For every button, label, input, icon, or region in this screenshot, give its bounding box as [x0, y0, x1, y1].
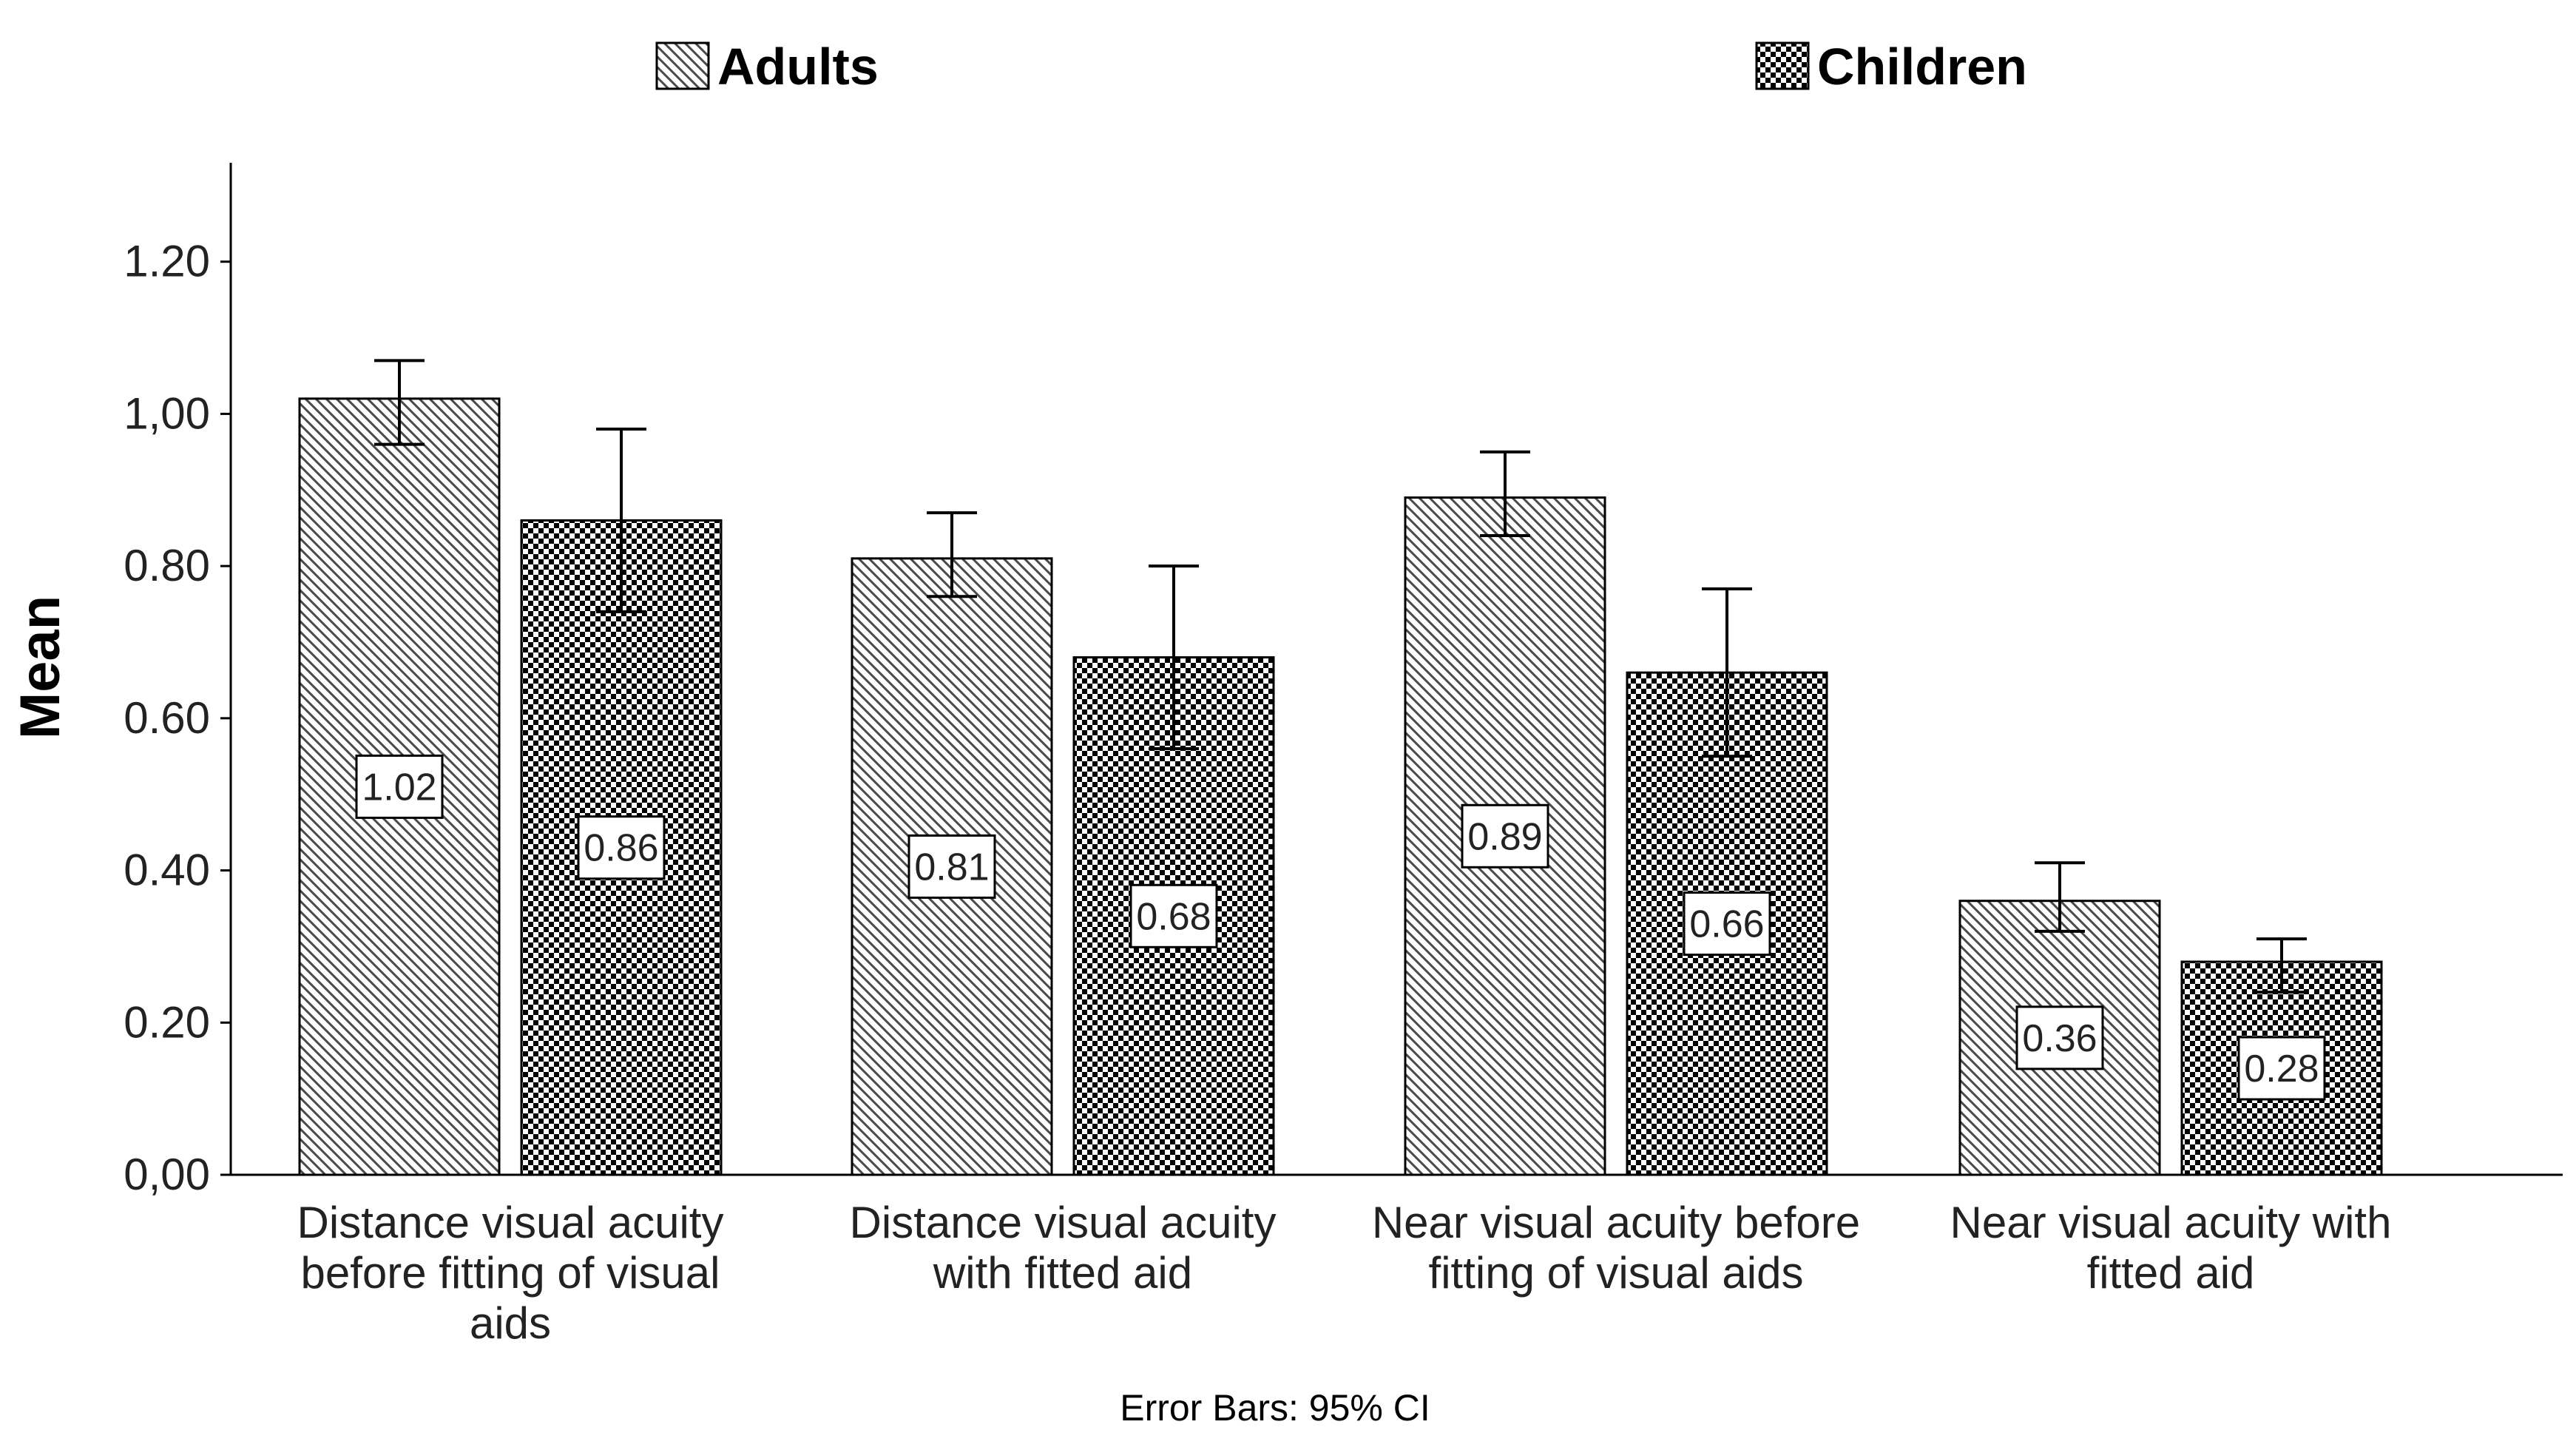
y-tick-label: 0.20 [124, 997, 210, 1047]
error-bar-adults-3 [1480, 450, 1530, 537]
x-tick-label-4: Near visual acuity with fitted aid [1950, 1198, 2392, 1298]
legend: Adults Children [655, 38, 2027, 95]
svg-text:0.36: 0.36 [2022, 1017, 2097, 1060]
axes: 0,00 0.20 0.40 0.60 0.80 1,00 1.20 [124, 163, 2563, 1199]
legend-label-children: Children [1817, 38, 2027, 95]
error-bars [374, 359, 2307, 994]
value-label-adults-1: 1.02 [355, 754, 444, 819]
y-tick-label: 0.40 [124, 846, 210, 895]
error-bar-adults-4 [2035, 861, 2085, 933]
bars [298, 397, 2383, 1176]
svg-text:0.66: 0.66 [1689, 903, 1764, 946]
legend-swatch-adults [655, 41, 710, 90]
value-label-children-1: 0.86 [577, 815, 666, 880]
value-label-adults-3: 0.89 [1461, 803, 1549, 869]
svg-text:0.28: 0.28 [2244, 1048, 2319, 1090]
error-bar-children-1 [596, 428, 646, 613]
value-label-children-3: 0.66 [1683, 891, 1771, 957]
legend-swatch-children [1755, 41, 1810, 90]
svg-text:0.86: 0.86 [584, 827, 658, 870]
value-label-adults-4: 0.36 [2015, 1005, 2104, 1070]
value-label-children-2: 0.68 [1129, 883, 1218, 948]
legend-item-adults: Adults [655, 38, 879, 95]
y-tick-label: 1.20 [124, 237, 210, 286]
footnote: Error Bars: 95% CI [1120, 1387, 1430, 1429]
y-tick-label: 0.60 [124, 693, 210, 743]
error-bar-adults-1 [374, 359, 425, 446]
value-labels: 1.02 0.81 0.89 0.36 0.86 0.68 0.66 0.28 [355, 754, 2326, 1101]
x-tick-label-1: Distance visual acuity before fitting of … [297, 1198, 724, 1348]
x-tick-label-3: Near visual acuity before fitting of visu… [1372, 1198, 1860, 1298]
x-tick-label-2: Distance visual acuity with fitted aid [850, 1198, 1277, 1298]
y-tick-label: 0.80 [124, 541, 210, 590]
y-tick-label: 1,00 [124, 388, 210, 438]
category-labels: Distance visual acuity before fitting of … [297, 1198, 2392, 1348]
y-axis-label: Mean [9, 596, 72, 739]
value-label-adults-2: 0.81 [907, 834, 996, 899]
bar-children-1 [520, 519, 723, 1176]
svg-text:1.02: 1.02 [362, 766, 436, 809]
error-bar-adults-2 [927, 511, 977, 598]
value-label-children-4: 0.28 [2237, 1036, 2326, 1101]
y-tick-label: 0,00 [124, 1150, 210, 1199]
svg-text:0.81: 0.81 [914, 846, 989, 888]
svg-text:0.68: 0.68 [1136, 895, 1211, 938]
error-bar-children-3 [1702, 587, 1752, 758]
error-bar-children-2 [1149, 564, 1199, 750]
legend-label-adults: Adults [717, 38, 879, 95]
svg-text:0.89: 0.89 [1467, 815, 1542, 858]
legend-item-children: Children [1755, 38, 2027, 95]
error-bar-children-4 [2256, 937, 2307, 994]
